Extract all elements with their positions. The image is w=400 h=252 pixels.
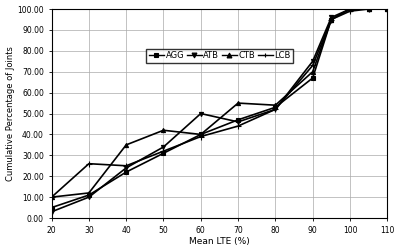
Legend: AGG, ATB, CTB, LCB: AGG, ATB, CTB, LCB [146,49,293,63]
X-axis label: Mean LTE (%): Mean LTE (%) [189,237,250,246]
Y-axis label: Cumulative Percentage of Joints: Cumulative Percentage of Joints [6,46,14,181]
